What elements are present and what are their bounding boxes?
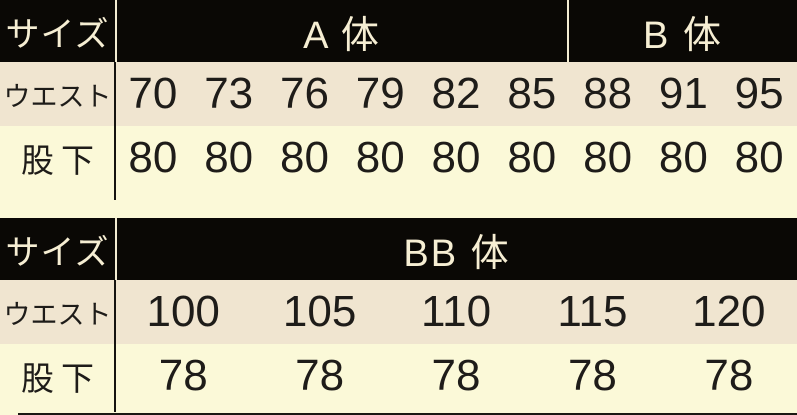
waist-value-cell: 95 (734, 69, 784, 118)
table1-waist-values: 70 73 76 79 82 85 88 91 95 (115, 62, 797, 126)
inseam-value-cell: 78 (295, 351, 345, 400)
table2-waist-label: ウエスト (3, 299, 112, 330)
table2-label-divider-line (114, 280, 116, 412)
waist-value-cell: 91 (658, 69, 708, 118)
waist-value-cell: 110 (420, 287, 492, 336)
table2-inseam-values: 78 78 78 78 78 (115, 344, 797, 408)
table1-waist-row: ウエスト 70 73 76 79 82 85 88 91 95 (0, 62, 797, 126)
waist-value-cell: 85 (507, 69, 557, 118)
inseam-value-cell: 78 (567, 351, 617, 400)
table2-waist-row: ウエスト 100 105 110 115 120 (0, 280, 797, 344)
table1-group-a-header: A 体 (115, 0, 567, 62)
inseam-value-cell: 80 (355, 133, 405, 182)
table2-waist-values: 100 105 110 115 120 (115, 280, 797, 344)
table2-inseam-label: 股下 (21, 360, 101, 397)
waist-value-cell: 100 (146, 287, 220, 336)
inseam-value-cell: 78 (158, 351, 208, 400)
table2-size-header: サイズ (5, 233, 110, 272)
table2-inseam-row: 股下 78 78 78 78 78 (0, 344, 797, 408)
waist-value-cell: 79 (355, 69, 405, 118)
inseam-value-cell: 78 (431, 351, 481, 400)
table1-waist-label: ウエスト (3, 81, 112, 112)
inseam-value-cell: 80 (431, 133, 481, 182)
table2-header-row: サイズ BB 体 (0, 218, 797, 280)
inseam-value-cell: 80 (128, 133, 178, 182)
inseam-value-cell: 80 (658, 133, 708, 182)
waist-value-cell: 73 (204, 69, 254, 118)
table1-header-row: サイズ A 体 B 体 (0, 0, 797, 62)
waist-value-cell: 76 (279, 69, 329, 118)
table1-group-b-header: B 体 (567, 0, 797, 62)
inseam-value-cell: 80 (507, 133, 557, 182)
table1-inseam-row: 股下 80 80 80 80 80 80 80 80 80 (0, 126, 797, 190)
waist-value-cell: 120 (692, 287, 766, 336)
waist-value-cell: 70 (128, 69, 178, 118)
waist-value-cell: 88 (583, 69, 633, 118)
inseam-value-cell: 80 (734, 133, 784, 182)
waist-value-cell: 82 (431, 69, 481, 118)
inseam-value-cell: 80 (583, 133, 633, 182)
waist-value-cell: 105 (282, 287, 357, 336)
table1-size-header: サイズ (5, 15, 110, 54)
table2-group-bb-header: BB 体 (115, 218, 797, 280)
inseam-value-cell: 78 (704, 351, 754, 400)
inseam-value-cell: 80 (279, 133, 329, 182)
table1-inseam-label: 股下 (21, 142, 101, 179)
inseam-value-cell: 80 (204, 133, 254, 182)
waist-value-cell: 115 (557, 287, 628, 336)
cropped-next-table-edge (18, 413, 797, 415)
table1-inseam-values: 80 80 80 80 80 80 80 80 80 (115, 126, 797, 190)
table1-label-divider-line (114, 62, 116, 200)
